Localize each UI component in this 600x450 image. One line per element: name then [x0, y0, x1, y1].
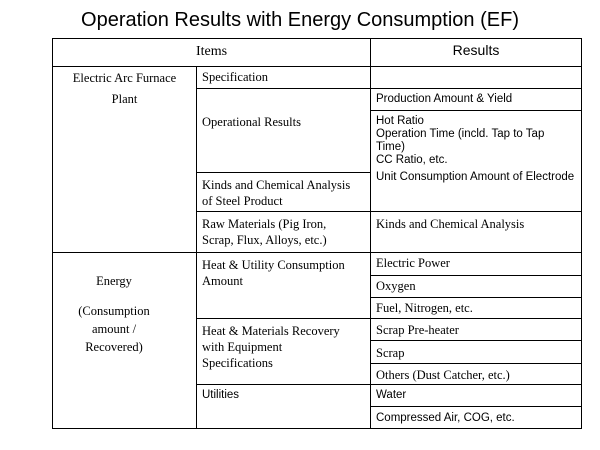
result-others: Others (Dust Catcher, etc.)	[376, 368, 510, 382]
result-compressed-air: Compressed Air, COG, etc.	[376, 412, 515, 424]
result-kinds-chem-analysis: Kinds and Chemical Analysis	[376, 217, 525, 231]
row-line	[370, 275, 581, 276]
row-line	[370, 297, 581, 298]
item-utilities: Utilities	[202, 389, 240, 401]
header-divider	[53, 66, 581, 67]
result-operation-details: Hot Ratio Operation Time (incld. Tap to …	[376, 115, 545, 166]
result-fuel-nitrogen: Fuel, Nitrogen, etc.	[376, 301, 473, 315]
result-production-yield: Production Amount & Yield	[376, 93, 513, 105]
item-specification: Specification	[202, 70, 268, 84]
header-results: Results	[452, 42, 500, 58]
row-line	[196, 211, 581, 212]
result-electric-power: Electric Power	[376, 256, 450, 270]
row-line	[370, 110, 581, 111]
item-operational-results: Operational Results	[202, 115, 301, 129]
results-table: Items Results Electric Arc Furnace Plant…	[52, 38, 582, 429]
header-items: Items	[195, 44, 228, 59]
eaf-plant-label: Electric Arc Furnace Plant	[72, 71, 177, 106]
row-line	[196, 88, 581, 89]
column-divider-left	[196, 66, 197, 428]
column-divider-right	[370, 39, 371, 428]
row-line	[370, 340, 581, 341]
item-heat-utility: Heat & Utility Consumption Amount	[202, 258, 345, 288]
row-line	[196, 384, 371, 385]
section-divider	[53, 252, 581, 253]
row-line	[196, 318, 371, 319]
item-heat-recovery: Heat & Materials Recovery with Equipment…	[202, 324, 340, 370]
result-electrode-consumption: Unit Consumption Amount of Electrode	[376, 171, 575, 183]
energy-label: Energy (Consumption amount / Recovered)	[78, 274, 150, 354]
row-line	[370, 318, 581, 319]
result-oxygen: Oxygen	[376, 279, 416, 293]
row-line	[196, 172, 371, 173]
item-raw-materials: Raw Materials (Pig Iron, Scrap, Flux, Al…	[202, 217, 327, 247]
result-water: Water	[376, 389, 407, 401]
result-scrap-preheater: Scrap Pre-heater	[376, 323, 459, 337]
result-scrap: Scrap	[376, 346, 405, 360]
row-line	[370, 384, 581, 385]
row-line	[370, 406, 581, 407]
row-line	[370, 363, 581, 364]
page-title: Operation Results with Energy Consumptio…	[81, 9, 519, 31]
item-kinds-chem-steel: Kinds and Chemical Analysis of Steel Pro…	[202, 178, 351, 208]
